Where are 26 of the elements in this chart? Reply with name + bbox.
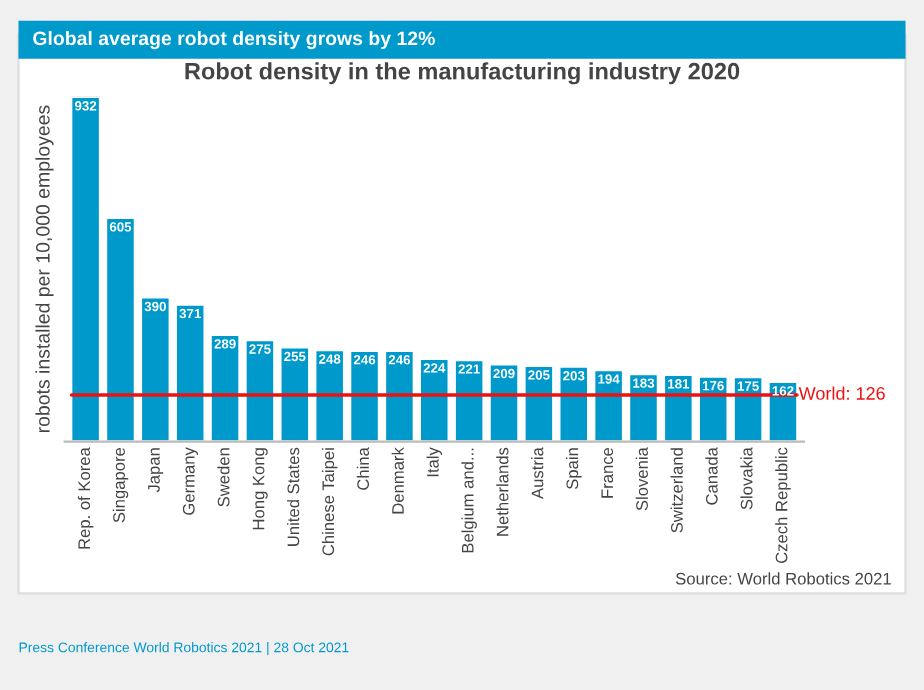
x-tick-label: Hong Kong	[252, 448, 268, 530]
x-tick-label: Belgium and...	[461, 448, 477, 553]
x-tick-label: Austria	[531, 447, 544, 499]
x-tick-label: Slovakia	[740, 447, 753, 510]
y-axis-title: robots installed per 10,000 employees	[35, 105, 54, 433]
x-tick-label: China	[356, 447, 370, 490]
x-tick-label: Denmark	[391, 447, 404, 514]
x-tick-label: Netherlands	[496, 447, 509, 536]
x-tick-label: Czech Republic	[775, 447, 791, 564]
x-tick-label: France	[601, 447, 614, 498]
ref-line-label: World: 126	[798, 386, 885, 400]
x-tick-label: Spain	[565, 448, 582, 490]
source-note: Source: World Robotics 2021	[675, 572, 891, 585]
chart-title: Robot density in the manufacturing industry 2020	[185, 62, 740, 85]
x-tick-label: Italy	[426, 447, 443, 477]
x-tick-label: Germany	[182, 447, 198, 515]
x-tick-label: Japan	[148, 448, 164, 493]
x-tick-label: United States	[287, 447, 300, 546]
x-tick-label: Switzerland	[670, 448, 683, 533]
x-tick-label: Sweden	[217, 448, 230, 507]
x-tick-label: Canada	[705, 447, 718, 505]
x-tick-label: Rep. of Korea	[77, 447, 94, 549]
chart-subtitle: Global average robot density grows by 12%	[33, 30, 435, 50]
x-tick-label: Singapore	[112, 447, 129, 523]
x-tick-label: Slovenia	[635, 447, 648, 511]
x-tick-label: Chinese Taipei	[321, 448, 338, 556]
